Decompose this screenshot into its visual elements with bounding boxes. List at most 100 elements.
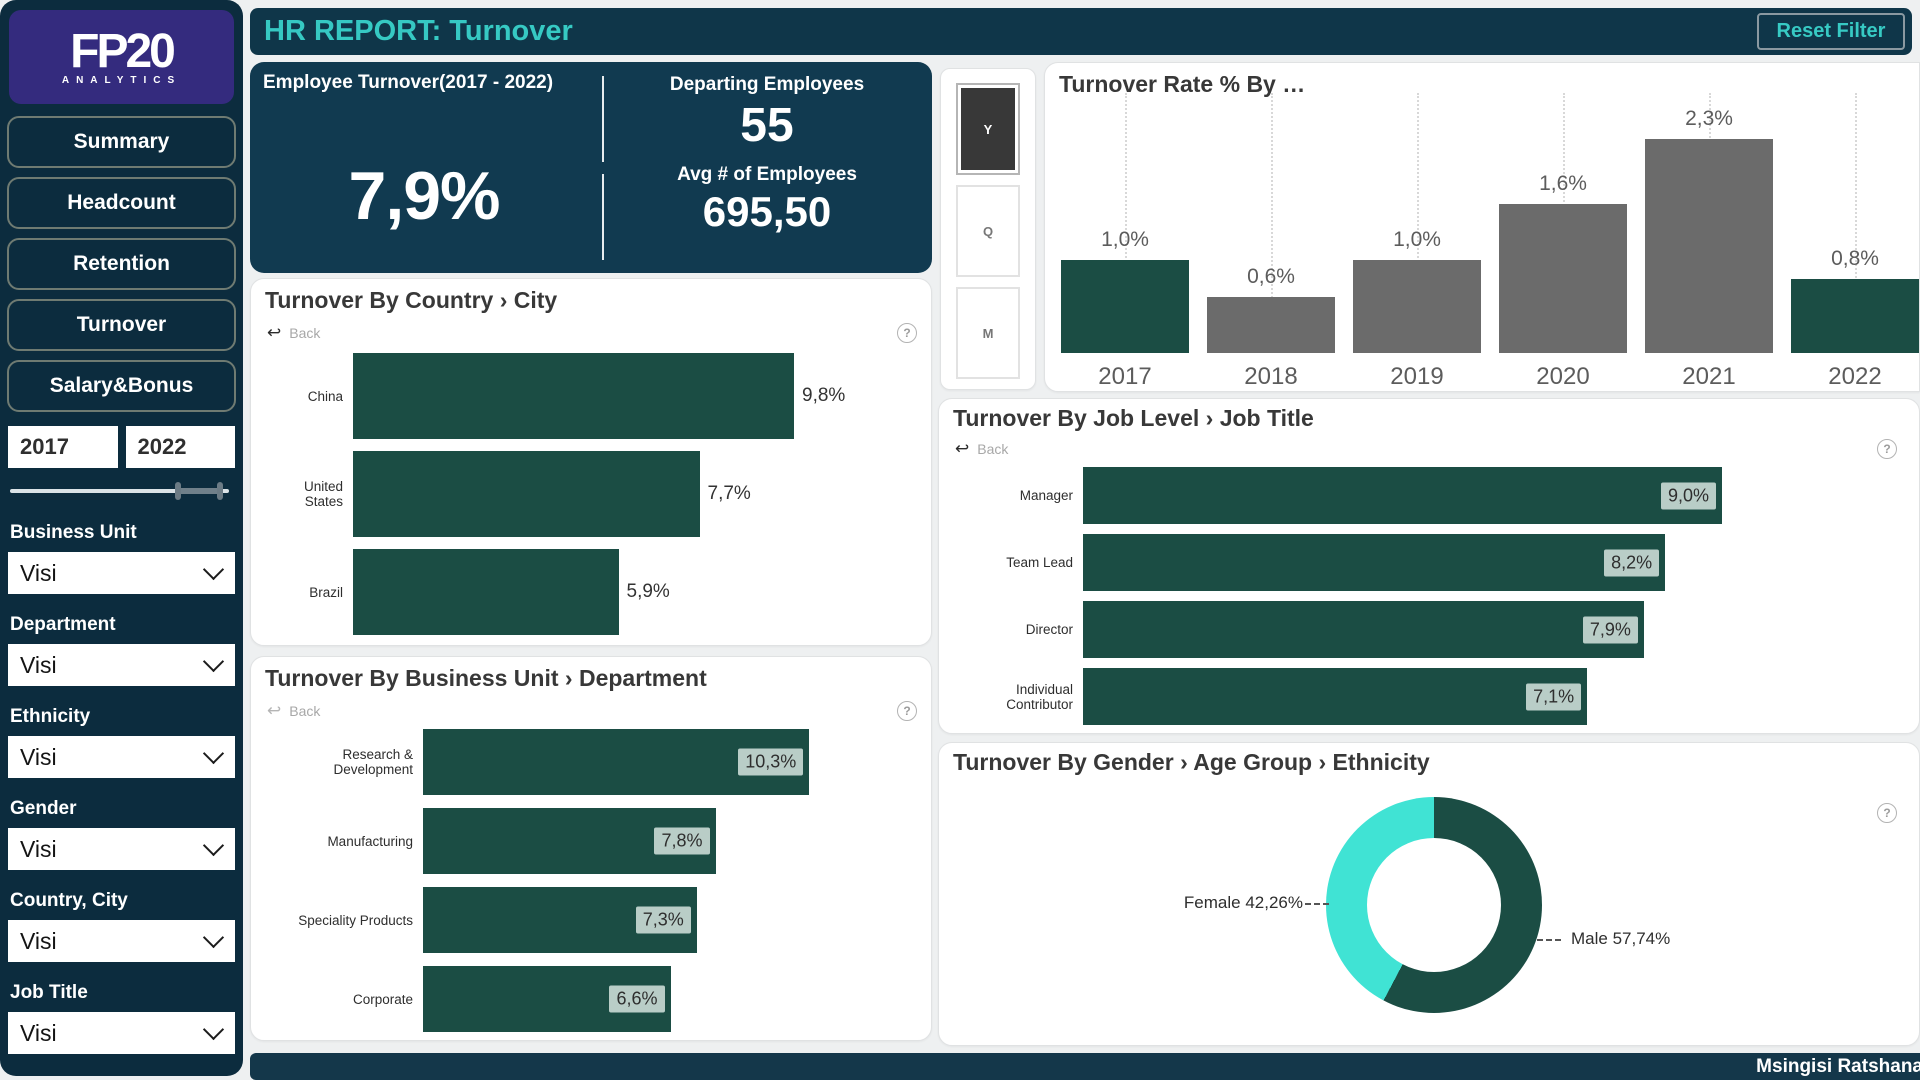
- bar-track: 7,3%: [423, 887, 917, 953]
- rate-bar-2021[interactable]: [1645, 139, 1773, 353]
- category-label: Manufacturing: [327, 833, 413, 849]
- bar-track: 7,7%: [353, 451, 917, 537]
- filter-label: Business Unit: [10, 522, 137, 543]
- back-button[interactable]: ↩ Back: [267, 702, 320, 719]
- filter-label: Country, City: [10, 890, 128, 911]
- bar-china[interactable]: [353, 353, 794, 439]
- filter-dropdown-department[interactable]: Visi: [8, 644, 235, 686]
- gender-donut-chart[interactable]: [1326, 797, 1542, 1013]
- reset-filter-button[interactable]: Reset Filter: [1757, 13, 1905, 50]
- filter-dropdown-job-title[interactable]: Visi: [8, 1012, 235, 1054]
- help-icon[interactable]: ?: [897, 323, 917, 343]
- bar-research-development[interactable]: 10,3%: [423, 729, 810, 795]
- bar-row: Speciality Products 7,3%: [263, 887, 917, 953]
- year-start-input[interactable]: 2017: [8, 426, 118, 468]
- value-label: 0,6%: [1247, 265, 1295, 289]
- bar-director[interactable]: 7,9%: [1083, 601, 1644, 658]
- bar-track: 9,0%: [1083, 467, 1905, 524]
- filter-business-unit: Business Unit Visi: [8, 522, 235, 594]
- rate-bar-2017[interactable]: [1061, 260, 1189, 353]
- bar-speciality-products[interactable]: 7,3%: [423, 887, 697, 953]
- filter-ethnicity: Ethnicity Visi: [8, 706, 235, 778]
- value-label: 1,0%: [1393, 228, 1441, 251]
- granularity-y-button[interactable]: Y: [956, 83, 1020, 176]
- value-label: 9,8%: [802, 385, 846, 406]
- back-arrow-icon: ↩: [955, 439, 970, 458]
- value-label: 2,3%: [1685, 107, 1733, 131]
- axis-label: 2017: [1098, 363, 1152, 390]
- rate-bar-2022[interactable]: [1791, 278, 1919, 353]
- bar-team-lead[interactable]: 8,2%: [1083, 534, 1666, 591]
- filter-dropdown-business-unit[interactable]: Visi: [8, 552, 235, 594]
- sidebar-item-retention[interactable]: Retention: [7, 238, 236, 290]
- turnover-by-business-unit-card: Turnover By Business Unit › Department ↩…: [250, 656, 932, 1041]
- rate-bar-2020[interactable]: [1499, 204, 1627, 353]
- bar-individual-contributor[interactable]: 7,1%: [1083, 668, 1588, 725]
- granularity-m-button[interactable]: M: [956, 287, 1020, 379]
- value-label: 9,0%: [1660, 482, 1716, 509]
- slider-handle-left[interactable]: [175, 482, 182, 500]
- time-granularity-toggle: Y Q M: [940, 68, 1036, 390]
- male-slice-label: Male 57,74%: [1571, 929, 1671, 948]
- logo-subtext: ANALYTICS: [61, 74, 182, 86]
- value-label: 5,9%: [626, 581, 670, 602]
- rate-bar-2019[interactable]: [1353, 260, 1481, 353]
- filter-department: Department Visi: [8, 614, 235, 686]
- male-leader-line: [1537, 939, 1561, 941]
- sidebar-item-headcount[interactable]: Headcount: [7, 177, 236, 229]
- granularity-label: M: [982, 325, 994, 341]
- filter-dropdown-gender[interactable]: Visi: [8, 828, 235, 870]
- bar-track: 5,9%: [353, 549, 917, 635]
- category-label: Director: [1025, 622, 1073, 637]
- filter-label: Job Title: [10, 982, 88, 1003]
- granularity-q-button[interactable]: Q: [956, 185, 1020, 278]
- filter-country-city: Country, City Visi: [8, 890, 235, 962]
- bar-row: Manufacturing 7,8%: [263, 808, 917, 874]
- sidebar-item-turnover[interactable]: Turnover: [7, 299, 236, 351]
- chevron-down-icon: [202, 1018, 225, 1041]
- kpi-card: Employee Turnover(2017 - 2022) 7,9% Depa…: [250, 62, 932, 273]
- sidebar-item-salary-bonus[interactable]: Salary&Bonus: [7, 360, 236, 412]
- slider-handle-right[interactable]: [217, 482, 224, 500]
- logo-text: FP20: [70, 24, 176, 78]
- filter-dropdown-ethnicity[interactable]: Visi: [8, 736, 235, 778]
- bar-manufacturing[interactable]: 7,8%: [423, 808, 716, 874]
- bar-track: 7,1%: [1083, 668, 1905, 725]
- sidebar: FP20 ANALYTICS Summary Headcount Retention…: [0, 0, 243, 1076]
- bar-united-states[interactable]: [353, 451, 700, 537]
- axis-label: 2021: [1682, 363, 1736, 390]
- filter-value: Visi: [20, 835, 57, 862]
- bar-row: China 9,8%: [263, 353, 917, 439]
- gridline: [1417, 93, 1419, 353]
- back-button[interactable]: ↩ Back: [955, 439, 1008, 458]
- chevron-down-icon: [202, 926, 225, 949]
- slider-track[interactable]: [10, 489, 229, 493]
- help-icon[interactable]: ?: [897, 701, 917, 721]
- slider-active-range[interactable]: [175, 488, 220, 494]
- bar-manager[interactable]: 9,0%: [1083, 467, 1722, 524]
- country-bars: China 9,8% United States 7,7% Brazil 5,9%: [263, 353, 917, 635]
- back-arrow-icon: ↩: [267, 323, 282, 342]
- kpi-avg-label: Avg # of Employees: [677, 164, 857, 185]
- bar-corporate[interactable]: 6,6%: [423, 966, 671, 1032]
- sidebar-item-summary[interactable]: Summary: [7, 116, 236, 168]
- page-title: HR REPORT: Turnover: [264, 15, 573, 47]
- bar-brazil[interactable]: [353, 549, 619, 635]
- footer-bar: Msingisi Ratshana: [250, 1053, 1920, 1080]
- year-range-slider[interactable]: [10, 480, 233, 502]
- turnover-by-country-card: Turnover By Country › City ↩ Back ? Chin…: [250, 278, 932, 646]
- year-end-input[interactable]: 2022: [125, 426, 235, 468]
- back-button[interactable]: ↩ Back: [267, 323, 320, 342]
- value-label: 1,0%: [1101, 228, 1149, 251]
- rate-bar-2018[interactable]: [1207, 297, 1335, 353]
- filter-job-title: Job Title Visi: [8, 982, 235, 1054]
- bar-row: Manager 9,0%: [951, 467, 1905, 524]
- filter-dropdown-country-city[interactable]: Visi: [8, 920, 235, 962]
- bar-track: 9,8%: [353, 353, 917, 439]
- turnover-rate-plot: 1,0% 2017 0,6% 2018 1,0% 2019 1,6% 2020 2,3% 2021…: [1045, 93, 1919, 390]
- kpi-turnover-value: 7,9%: [348, 158, 501, 234]
- help-icon[interactable]: ?: [1877, 439, 1897, 459]
- help-icon[interactable]: ?: [1877, 803, 1897, 823]
- chevron-down-icon: [202, 558, 225, 581]
- chevron-down-icon: [202, 650, 225, 673]
